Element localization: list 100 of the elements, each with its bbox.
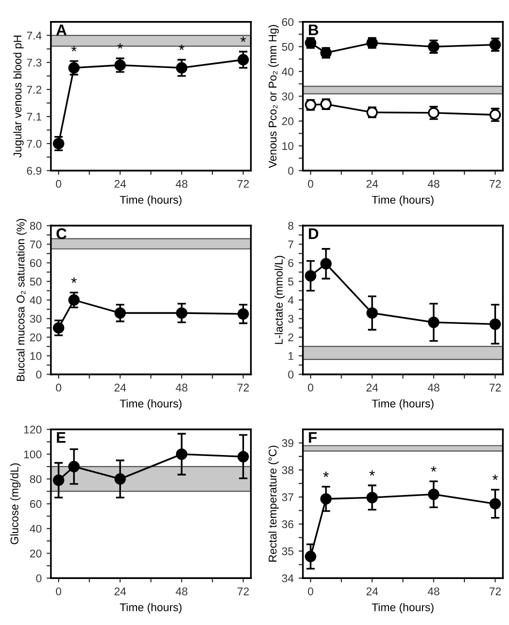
point [490, 498, 501, 510]
annotation: * [240, 36, 246, 42]
y-tick-label: 10 [282, 142, 294, 150]
x-axis-title: Time (hours) [372, 603, 434, 614]
point [428, 488, 440, 500]
annotation: * [430, 466, 436, 472]
x-tick-label: 48 [428, 384, 440, 392]
x-axis-title: Time (hours) [120, 196, 182, 206]
y-tick-label: 30 [282, 92, 294, 100]
point [68, 460, 80, 472]
y-tick-label: 6.9 [26, 166, 42, 175]
chart-title: E [56, 432, 66, 443]
x-tick-label: 72 [490, 384, 501, 392]
y-tick-label: 4 [288, 296, 294, 304]
point [68, 294, 80, 306]
y-tick-label: 40 [30, 524, 42, 533]
point [366, 492, 378, 504]
y-tick-label: 70 [30, 240, 42, 248]
x-tick-label: 0 [56, 384, 62, 392]
y-tick-label: 40 [282, 68, 294, 76]
y-axis-title: Rectal temperature (°C) [268, 446, 279, 562]
point [238, 450, 249, 462]
y-tick-label: 7 [288, 240, 294, 248]
y-tick-label: 7.4 [26, 32, 42, 40]
x-tick-label: 0 [308, 180, 314, 188]
chart-title: F [308, 432, 317, 443]
x-tick-label: 72 [490, 180, 501, 188]
y-tick-label: 5 [288, 278, 294, 286]
x-tick-label: 72 [490, 587, 501, 596]
y-tick-label: 40 [30, 296, 42, 304]
y-tick-label: 20 [30, 333, 42, 342]
y-tick-label: 7.3 [26, 58, 42, 67]
x-tick-label: 24 [366, 384, 378, 392]
y-tick-label: 39 [282, 439, 294, 448]
point [428, 316, 440, 328]
y-tick-label: 0 [36, 574, 42, 582]
y-tick-label: 20 [282, 117, 294, 126]
x-axis-title: Time (hours) [372, 196, 434, 206]
y-tick-label: 80 [30, 222, 42, 230]
x-tick-label: 0 [56, 587, 62, 596]
point [366, 307, 378, 319]
x-tick-label: 48 [428, 587, 440, 596]
y-tick-label: 35 [282, 547, 294, 556]
y-tick-label: 7.0 [26, 140, 42, 148]
y-tick-label: 6 [288, 259, 294, 267]
y-tick-label: 36 [282, 520, 294, 528]
point [320, 493, 332, 505]
point [490, 318, 501, 330]
x-tick-label: 0 [308, 384, 314, 392]
x-tick-label: 24 [114, 587, 126, 596]
point [52, 474, 64, 486]
y-tick-label: 100 [24, 450, 42, 458]
chart-title: C [56, 228, 67, 240]
y-tick-label: 50 [282, 42, 294, 51]
y-tick-label: 7.1 [26, 112, 42, 121]
y-tick-label: 60 [30, 500, 42, 508]
x-tick-label: 72 [238, 384, 249, 392]
x-axis-title: Time (hours) [120, 399, 182, 410]
y-axis-title: Venous Pco₂ or Po₂ (mm Hg) [268, 24, 279, 168]
y-tick-label: 0 [288, 370, 294, 378]
chart-title: B [308, 24, 318, 36]
point [238, 54, 249, 66]
y-tick-label: 120 [24, 426, 42, 434]
point [320, 258, 332, 270]
y-tick-label: 10 [30, 352, 42, 360]
x-tick-label: 24 [366, 180, 378, 188]
point [238, 308, 249, 320]
point [304, 270, 316, 282]
x-tick-label: 48 [176, 384, 188, 392]
y-tick-label: 2 [288, 333, 294, 342]
chart-title: A [56, 24, 67, 36]
point [176, 448, 188, 460]
x-tick-label: 24 [114, 384, 126, 392]
x-axis-title: Time (hours) [120, 603, 182, 614]
x-tick-label: 72 [238, 587, 249, 596]
y-tick-label: 20 [30, 550, 42, 558]
y-tick-label: 3 [288, 314, 294, 323]
annotation: * [71, 277, 77, 283]
point [304, 550, 316, 562]
annotation: * [323, 472, 329, 478]
y-axis-title: Buccal mucosa O₂ saturation (%) [16, 218, 27, 381]
y-tick-label: 1 [288, 352, 294, 360]
annotation: * [492, 474, 498, 480]
annotation: * [117, 43, 123, 49]
x-tick-label: 72 [238, 180, 249, 188]
y-tick-label: 34 [282, 574, 294, 582]
annotation: * [71, 46, 77, 52]
x-tick-label: 24 [114, 180, 126, 188]
y-tick-label: 7.2 [26, 86, 42, 94]
y-tick-label: 37 [282, 493, 294, 502]
y-tick-label: 38 [282, 466, 294, 474]
y-axis-title: Jugular venous blood pH [13, 36, 24, 158]
chart-title: D [308, 228, 318, 239]
y-tick-label: 80 [30, 475, 42, 484]
annotation: * [369, 470, 375, 476]
x-axis-title: Time (hours) [372, 399, 434, 410]
x-tick-label: 0 [308, 587, 314, 596]
point [176, 62, 188, 74]
y-axis-title: Glucose (mg/dL) [10, 463, 21, 544]
point [176, 307, 188, 319]
